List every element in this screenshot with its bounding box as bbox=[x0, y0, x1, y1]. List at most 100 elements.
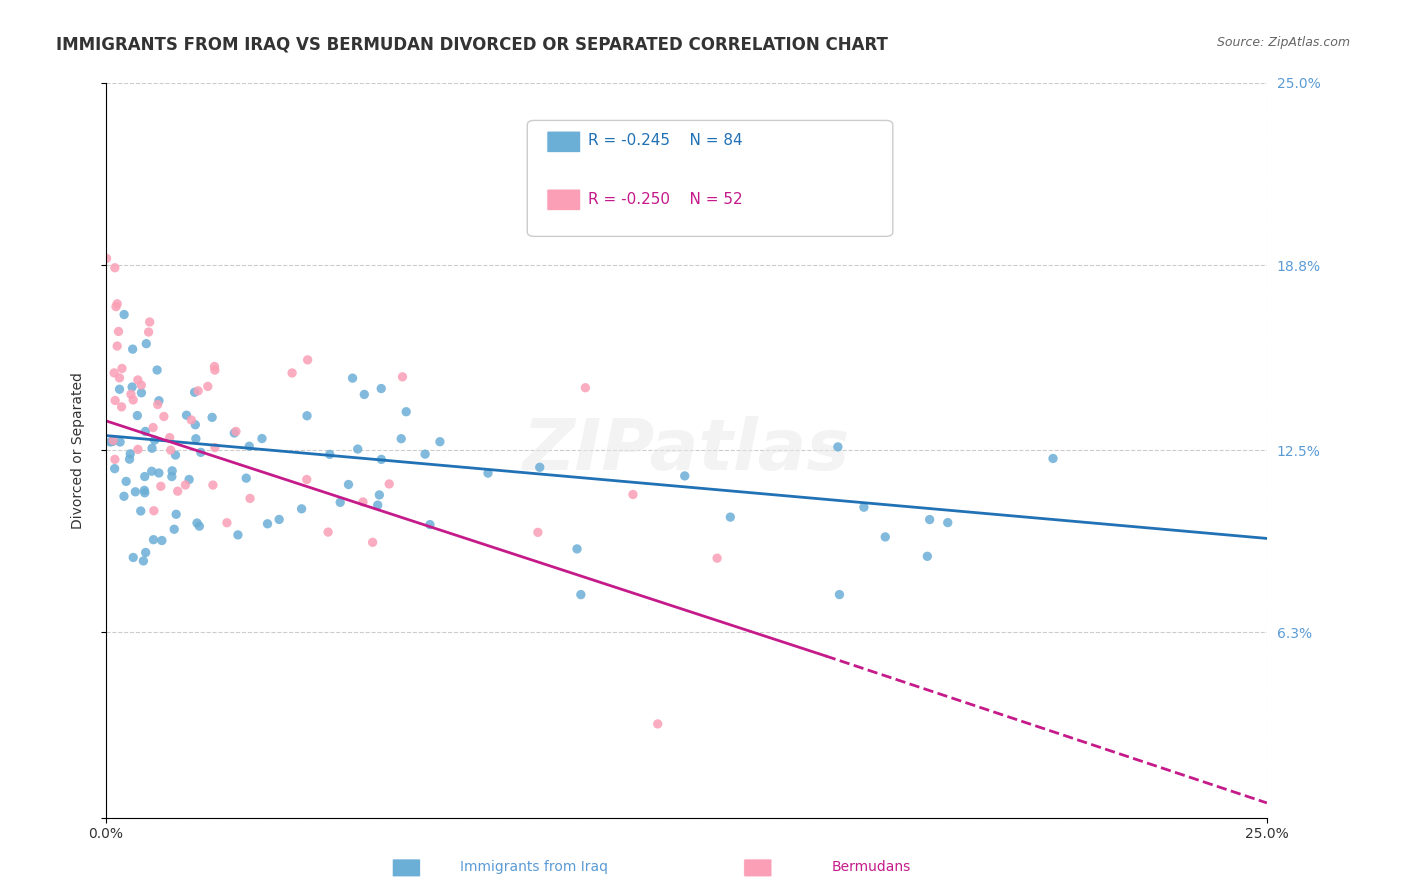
Point bbox=[104, 452, 127, 467]
Point bbox=[104, 461, 127, 475]
Point bbox=[574, 381, 596, 395]
Point bbox=[529, 460, 551, 475]
Point bbox=[118, 452, 141, 467]
Point bbox=[159, 431, 181, 445]
Point bbox=[108, 382, 131, 396]
Point bbox=[225, 425, 247, 439]
Point bbox=[527, 525, 550, 540]
Point bbox=[127, 442, 149, 457]
Point bbox=[150, 533, 173, 548]
Text: Bermudans: Bermudans bbox=[832, 860, 911, 874]
Point bbox=[256, 516, 278, 531]
Point bbox=[160, 469, 183, 483]
Text: IMMIGRANTS FROM IRAQ VS BERMUDAN DIVORCED OR SEPARATED CORRELATION CHART: IMMIGRANTS FROM IRAQ VS BERMUDAN DIVORCE… bbox=[56, 36, 889, 54]
Text: R = -0.250    N = 52: R = -0.250 N = 52 bbox=[588, 193, 742, 207]
Point bbox=[419, 517, 441, 532]
Point bbox=[112, 489, 135, 503]
Point bbox=[204, 441, 226, 455]
Point bbox=[565, 541, 588, 556]
Point bbox=[141, 464, 163, 478]
Point bbox=[367, 498, 389, 512]
Point bbox=[827, 440, 849, 454]
Point bbox=[108, 435, 131, 450]
Point bbox=[673, 469, 696, 483]
Point bbox=[647, 717, 669, 731]
Point bbox=[124, 484, 146, 499]
Point bbox=[184, 432, 207, 446]
Point bbox=[174, 478, 197, 492]
Point bbox=[96, 252, 118, 266]
Point bbox=[165, 448, 187, 462]
Point bbox=[297, 352, 319, 367]
Point bbox=[176, 408, 198, 422]
Point bbox=[569, 588, 592, 602]
Point bbox=[98, 434, 121, 449]
Point bbox=[1042, 451, 1064, 466]
Point bbox=[148, 393, 170, 408]
Point bbox=[389, 432, 412, 446]
Point bbox=[226, 528, 249, 542]
Point bbox=[134, 483, 156, 498]
Point bbox=[346, 442, 368, 456]
Point bbox=[201, 478, 224, 492]
Point bbox=[329, 495, 352, 509]
Point bbox=[103, 366, 125, 380]
Text: ZIPatlas: ZIPatlas bbox=[523, 416, 851, 484]
Point bbox=[101, 434, 124, 449]
Point bbox=[142, 504, 165, 518]
Point bbox=[918, 512, 941, 526]
Point bbox=[104, 300, 127, 314]
Point bbox=[135, 545, 157, 559]
Point bbox=[120, 447, 142, 461]
Point bbox=[132, 554, 155, 568]
Point bbox=[179, 473, 201, 487]
Point bbox=[370, 452, 392, 467]
Point bbox=[184, 417, 207, 432]
Point bbox=[138, 325, 160, 339]
Point bbox=[121, 342, 143, 356]
Point bbox=[146, 363, 169, 377]
Point bbox=[142, 533, 165, 547]
Point bbox=[149, 479, 172, 493]
Point bbox=[238, 439, 260, 453]
Point bbox=[197, 379, 219, 393]
Point bbox=[143, 433, 166, 447]
Point bbox=[204, 359, 226, 374]
Point bbox=[134, 486, 156, 500]
Point bbox=[141, 442, 163, 456]
Point bbox=[319, 447, 342, 461]
Point bbox=[269, 512, 291, 526]
Point bbox=[395, 405, 418, 419]
Y-axis label: Divorced or Separated: Divorced or Separated bbox=[72, 372, 86, 529]
Point bbox=[621, 487, 644, 501]
Point bbox=[121, 380, 143, 394]
Point bbox=[295, 473, 318, 487]
Text: R = -0.245    N = 84: R = -0.245 N = 84 bbox=[588, 134, 742, 148]
Point bbox=[142, 420, 165, 434]
Point bbox=[105, 339, 128, 353]
Point bbox=[108, 371, 131, 385]
Point bbox=[101, 434, 124, 448]
Point bbox=[111, 361, 134, 376]
Point bbox=[352, 495, 374, 509]
Point bbox=[163, 522, 186, 536]
Point bbox=[186, 516, 208, 530]
Point bbox=[706, 551, 728, 566]
Point bbox=[153, 409, 176, 424]
Point bbox=[134, 469, 156, 483]
Point bbox=[718, 510, 741, 524]
Point bbox=[115, 475, 138, 489]
Point bbox=[224, 425, 246, 440]
Point bbox=[413, 447, 436, 461]
Point bbox=[342, 371, 364, 385]
Point bbox=[122, 550, 145, 565]
Point bbox=[134, 425, 156, 439]
Point bbox=[188, 519, 211, 533]
Point bbox=[183, 385, 205, 400]
Point bbox=[828, 588, 851, 602]
Point bbox=[131, 385, 153, 400]
Point bbox=[353, 387, 375, 401]
Point bbox=[131, 378, 153, 392]
Point bbox=[127, 409, 149, 423]
Point bbox=[138, 315, 160, 329]
